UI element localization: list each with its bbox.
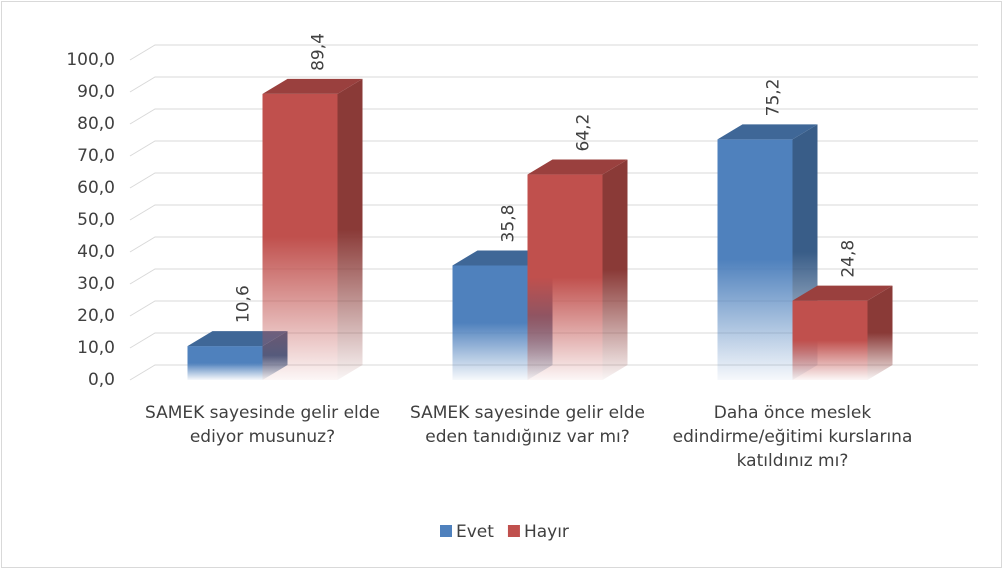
grid-line (129, 236, 978, 253)
y-tick-label: 70,0 (77, 146, 115, 166)
y-tick-label: 50,0 (77, 210, 115, 230)
bar-top (717, 124, 818, 140)
grid-line (129, 108, 978, 125)
bar-front (792, 300, 868, 380)
x-tick-label: Daha önce meslek edindirme/eğitimi kursl… (672, 403, 913, 471)
legend-label: Hayır (524, 522, 569, 542)
bar-front (527, 174, 603, 380)
value-label: 75,2 (764, 79, 784, 117)
grid-line (129, 332, 978, 349)
value-label: 64,2 (574, 114, 594, 152)
y-tick-label: 30,0 (77, 274, 115, 294)
y-tick-label: 100,0 (66, 50, 115, 70)
y-tick-label: 80,0 (77, 114, 115, 134)
grid-line (129, 172, 978, 189)
bar-front (452, 265, 528, 380)
value-label: 89,4 (309, 33, 329, 71)
legend-swatch (440, 525, 452, 537)
y-tick-label: 10,0 (77, 338, 115, 358)
grid-line (129, 268, 978, 285)
y-tick-label: 20,0 (77, 306, 115, 326)
bar (792, 285, 893, 380)
bar-top (792, 285, 893, 301)
bar-top (527, 159, 628, 175)
bar (527, 159, 628, 380)
bar (717, 124, 818, 380)
y-tick-label: 40,0 (77, 242, 115, 262)
value-label: 24,8 (839, 240, 859, 278)
bar-front (262, 93, 338, 381)
grid-line (129, 204, 978, 221)
bar-front (717, 139, 793, 380)
y-tick-label: 0,0 (88, 370, 115, 390)
grid-line (129, 76, 978, 93)
bar-side (602, 159, 628, 380)
grid-line (129, 140, 978, 157)
bar-side (867, 285, 893, 380)
legend-label: Evet (456, 522, 494, 542)
x-tick-label: SAMEK sayesinde gelir elde ediyor musunu… (144, 403, 381, 447)
y-tick-label: 60,0 (77, 178, 115, 198)
value-label: 10,6 (234, 285, 254, 323)
bar-side (337, 78, 363, 381)
bar (262, 78, 363, 381)
bar-front (187, 346, 263, 380)
grid-line (129, 44, 978, 61)
grid-line (129, 364, 978, 381)
value-label: 35,8 (499, 205, 519, 243)
bar-top (262, 78, 363, 94)
x-tick-label: SAMEK sayesinde gelir elde eden tanıdığı… (409, 403, 646, 447)
y-tick-label: 90,0 (77, 82, 115, 102)
legend-swatch (507, 525, 520, 537)
grid-line (129, 300, 978, 317)
